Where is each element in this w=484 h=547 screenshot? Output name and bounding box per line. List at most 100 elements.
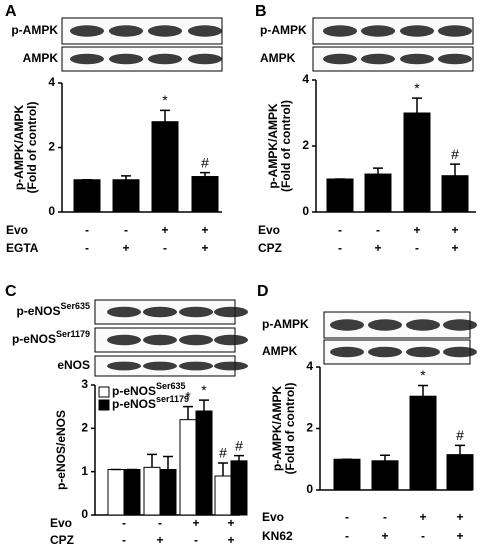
treatment-sign: - <box>124 223 128 237</box>
blot-band <box>400 53 434 65</box>
legend-label: p-eNOSser1179 <box>112 394 189 411</box>
blot-band <box>143 334 177 346</box>
blot-band <box>107 306 141 318</box>
blot-label-sup: Ser1179 <box>56 329 90 339</box>
y-tick-label: 2 <box>48 140 55 154</box>
treatment-sign: + <box>122 241 129 255</box>
y-axis-label: p-AMPK/AMPK <box>266 103 280 189</box>
bar <box>441 175 469 213</box>
blot-label-main: p-AMPK <box>260 23 307 37</box>
y-tick-label: 2 <box>302 138 309 152</box>
y-tick-label: 3 <box>81 377 88 391</box>
y-tick-label: 0 <box>306 482 313 496</box>
treatment-sign: + <box>451 241 458 255</box>
treatment-sign: + <box>456 529 463 543</box>
blot-band <box>214 306 248 318</box>
y-tick-label: 4 <box>306 359 313 373</box>
significance-mark: # <box>201 154 209 170</box>
error-bar <box>199 399 209 411</box>
blot-label: p-eNOSSer635 <box>16 301 90 318</box>
bar <box>107 469 125 516</box>
blot-band <box>438 25 472 37</box>
treatment-sign: - <box>421 529 425 543</box>
y-tick-label: 2 <box>81 421 88 435</box>
treatment-label: Evo <box>50 516 72 530</box>
legend-label-main: p-eNOS <box>112 384 156 398</box>
treatment-label: Evo <box>6 223 28 237</box>
blot-band <box>330 319 364 331</box>
treatment-sign: - <box>122 516 126 530</box>
significance-mark: * <box>420 367 426 383</box>
treatment-sign: + <box>161 223 168 237</box>
y-tick-label: 2 <box>306 421 313 435</box>
blot-band <box>368 319 402 331</box>
y-tick-label: 4 <box>48 75 55 89</box>
bar <box>333 458 361 491</box>
bar <box>214 475 232 516</box>
blot-band <box>107 361 141 371</box>
blot-label-main: p-eNOS <box>16 304 60 318</box>
blot-band <box>443 346 477 358</box>
blot-label-main: eNOS <box>57 358 90 372</box>
bar <box>123 469 141 516</box>
treatment-sign: + <box>156 533 163 547</box>
treatment-sign: + <box>456 510 463 524</box>
significance-mark: * <box>162 92 168 108</box>
blot-band <box>214 334 248 346</box>
y-tick-label: 0 <box>81 507 88 521</box>
treatment-sign: + <box>419 510 426 524</box>
blot-band <box>179 334 213 346</box>
bar <box>409 395 437 491</box>
treatment-sign: + <box>381 529 388 543</box>
significance-mark: # <box>456 427 464 443</box>
error-bar <box>163 455 173 470</box>
blot-band <box>361 25 395 37</box>
error-bar <box>234 454 244 461</box>
treatment-sign: - <box>338 223 342 237</box>
treatment-sign: + <box>374 241 381 255</box>
panel-label: B <box>255 3 267 20</box>
treatment-label: CPZ <box>258 241 282 255</box>
treatment-sign: - <box>85 241 89 255</box>
blot-band <box>109 53 143 65</box>
treatment-sign: - <box>415 241 419 255</box>
significance-mark: # <box>235 437 243 453</box>
bar <box>151 121 179 213</box>
treatment-sign: - <box>194 533 198 547</box>
blot-label: AMPK <box>260 51 296 65</box>
treatment-sign: - <box>158 516 162 530</box>
blot-band <box>406 346 440 358</box>
treatment-sign: - <box>163 241 167 255</box>
blot-label-main: AMPK <box>23 51 59 65</box>
y-axis-label: (Fold of control) <box>25 102 39 194</box>
y-tick-label: 0 <box>48 204 55 218</box>
error-bar <box>121 175 131 180</box>
blot-label: p-AMPK <box>262 317 309 331</box>
error-bar <box>380 454 390 461</box>
bar <box>230 460 248 516</box>
treatment-sign: + <box>201 223 208 237</box>
treatment-sign: + <box>227 533 234 547</box>
blot-band <box>70 53 104 65</box>
blot-label: eNOS <box>57 358 90 372</box>
legend-label-main: p-eNOS <box>112 397 156 411</box>
treatment-sign: - <box>345 529 349 543</box>
blot-label-main: p-AMPK <box>11 23 58 37</box>
treatment-sign: + <box>451 223 458 237</box>
treatment-sign: - <box>345 510 349 524</box>
blot-label: p-AMPK <box>11 23 58 37</box>
panel-label: C <box>5 283 17 300</box>
legend-label: p-eNOSSer635 <box>112 381 186 398</box>
error-bar <box>147 453 157 468</box>
treatment-sign: - <box>338 241 342 255</box>
bar <box>326 178 354 213</box>
blot-band <box>107 334 141 346</box>
y-axis-label: p-AMPK/AMPK <box>12 105 26 191</box>
blot-band <box>143 361 177 371</box>
blot-band <box>438 53 472 65</box>
blot-band <box>406 319 440 331</box>
treatment-label: Evo <box>262 510 284 524</box>
blot-band <box>400 25 434 37</box>
y-axis-label: p-eNOS/eNOS <box>54 410 68 490</box>
